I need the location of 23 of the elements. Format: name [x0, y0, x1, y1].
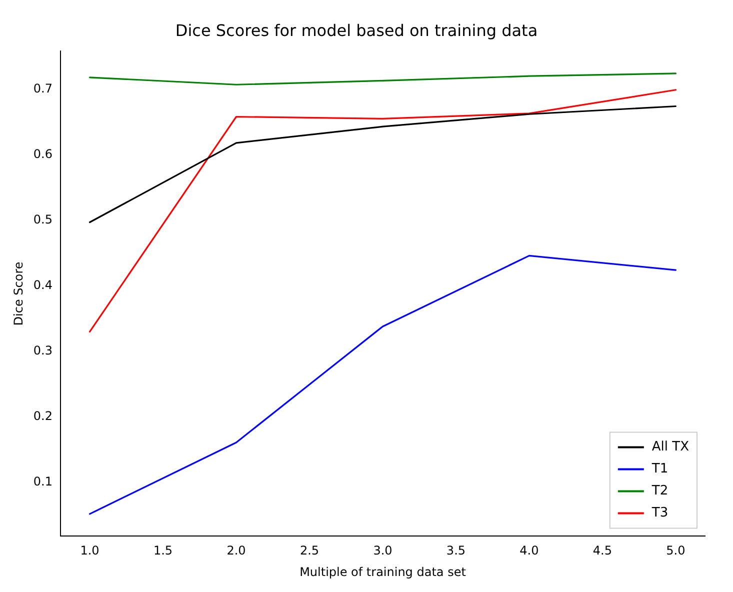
x-axis-title: Multiple of training data set [300, 564, 466, 579]
chart-title: Dice Scores for model based on training data [175, 20, 538, 40]
x-tick-label: 2.5 [300, 544, 320, 558]
y-tick-label: 0.5 [33, 212, 52, 226]
x-tick-label: 4.5 [592, 544, 612, 558]
legend-label: T1 [650, 462, 668, 477]
legend-label: T3 [650, 506, 668, 521]
y-tick-label: 0.1 [33, 474, 52, 489]
y-tick-label: 0.7 [33, 81, 52, 96]
x-tick-label: 5.0 [666, 544, 686, 558]
x-tick-label: 3.0 [373, 544, 392, 558]
x-tick-label: 1.0 [80, 544, 100, 558]
x-tick-label: 3.5 [446, 544, 466, 558]
y-axis-title: Dice Score [11, 262, 26, 326]
y-tick-label: 0.2 [33, 409, 52, 424]
legend-label: All TX [652, 440, 690, 455]
x-tick-label: 1.5 [153, 544, 173, 558]
x-tick-label: 2.0 [226, 544, 246, 558]
y-tick-label: 0.3 [33, 344, 52, 358]
legend-label: T2 [650, 484, 668, 499]
y-tick-label: 0.4 [33, 278, 52, 292]
x-tick-label: 4.0 [520, 544, 539, 558]
y-tick-label: 0.6 [33, 146, 52, 161]
